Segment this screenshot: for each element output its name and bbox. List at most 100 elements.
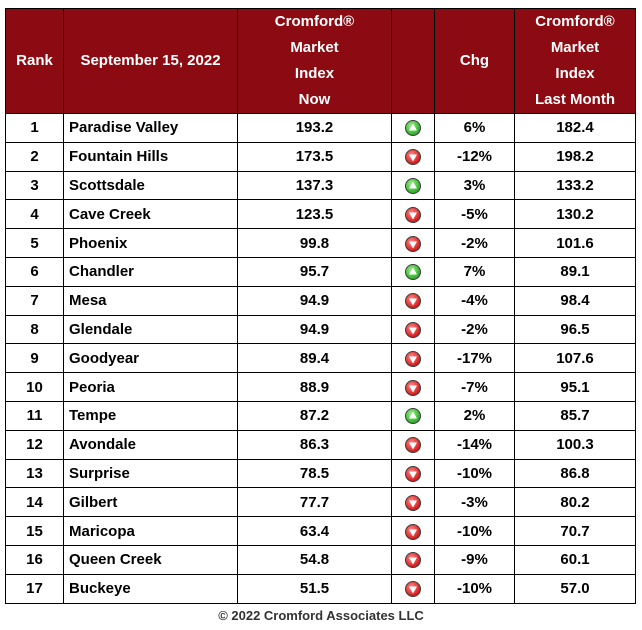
index-last-month-cell: 101.6 bbox=[514, 228, 636, 258]
rank-cell: 1 bbox=[5, 113, 64, 143]
trend-cell bbox=[391, 400, 435, 431]
table-row: 4 Cave Creek 123.5 -5% 130.2 bbox=[5, 199, 636, 230]
copyright-footer: © 2022 Cromford Associates LLC bbox=[218, 608, 424, 623]
chg-cell: -17% bbox=[434, 343, 515, 374]
table-row: 7 Mesa 94.9 -4% 98.4 bbox=[5, 285, 636, 316]
chg-cell: -7% bbox=[434, 372, 515, 402]
index-last-month-cell: 80.2 bbox=[514, 487, 636, 518]
city-name-cell: Buckeye bbox=[63, 573, 238, 604]
rank-cell: 6 bbox=[5, 256, 64, 287]
table-row: 5 Phoenix 99.8 -2% 101.6 bbox=[5, 228, 636, 258]
chg-cell: -4% bbox=[434, 285, 515, 316]
chg-cell: -14% bbox=[434, 429, 515, 460]
index-last-month-cell: 85.7 bbox=[514, 400, 636, 431]
chg-cell: -3% bbox=[434, 487, 515, 518]
trend-cell bbox=[391, 141, 435, 172]
chg-cell: -10% bbox=[434, 516, 515, 546]
table-row: 2 Fountain Hills 173.5 -12% 198.2 bbox=[5, 141, 636, 172]
table-row: 6 Chandler 95.7 7% 89.1 bbox=[5, 256, 636, 287]
trend-cell bbox=[391, 314, 435, 345]
red-down-arrow-icon bbox=[405, 552, 421, 569]
index-now-cell: 88.9 bbox=[237, 372, 392, 402]
index-last-month-cell: 86.8 bbox=[514, 458, 636, 489]
index-now-cell: 173.5 bbox=[237, 141, 392, 172]
trend-cell bbox=[391, 228, 435, 258]
table-row: 8 Glendale 94.9 -2% 96.5 bbox=[5, 314, 636, 345]
city-name-cell: Paradise Valley bbox=[63, 113, 238, 143]
table-row: 16 Queen Creek 54.8 -9% 60.1 bbox=[5, 544, 636, 575]
city-name-cell: Glendale bbox=[63, 314, 238, 345]
header-row: Rank September 15, 2022 Cromford® Market… bbox=[5, 8, 636, 114]
index-now-cell: 193.2 bbox=[237, 113, 392, 143]
rank-cell: 5 bbox=[5, 228, 64, 258]
index-last-month-cell: 60.1 bbox=[514, 544, 636, 575]
city-name-cell: Phoenix bbox=[63, 228, 238, 258]
city-name-cell: Maricopa bbox=[63, 516, 238, 546]
red-down-arrow-icon bbox=[405, 350, 421, 367]
table-row: 13 Surprise 78.5 -10% 86.8 bbox=[5, 458, 636, 489]
trend-cell bbox=[391, 256, 435, 287]
index-last-month-cell: 107.6 bbox=[514, 343, 636, 374]
rank-cell: 11 bbox=[5, 400, 64, 431]
red-down-arrow-icon bbox=[405, 494, 421, 511]
rank-cell: 13 bbox=[5, 458, 64, 489]
trend-cell bbox=[391, 113, 435, 143]
header-now-line-2: Market bbox=[290, 39, 339, 56]
index-last-month-cell: 70.7 bbox=[514, 516, 636, 546]
index-now-cell: 78.5 bbox=[237, 458, 392, 489]
city-name-cell: Peoria bbox=[63, 372, 238, 402]
index-now-cell: 77.7 bbox=[237, 487, 392, 518]
rank-cell: 7 bbox=[5, 285, 64, 316]
chg-cell: -2% bbox=[434, 314, 515, 345]
index-now-cell: 94.9 bbox=[237, 314, 392, 345]
trend-cell bbox=[391, 458, 435, 489]
header-last-line-3: Index bbox=[555, 65, 595, 82]
market-index-table: Rank September 15, 2022 Cromford® Market… bbox=[5, 8, 636, 604]
chg-cell: -5% bbox=[434, 199, 515, 230]
trend-cell bbox=[391, 199, 435, 230]
index-last-month-cell: 133.2 bbox=[514, 170, 636, 201]
index-now-cell: 99.8 bbox=[237, 228, 392, 258]
header-last-line-4: Last Month bbox=[535, 91, 615, 108]
green-up-arrow-icon bbox=[405, 264, 421, 281]
header-now-line-1: Cromford® bbox=[274, 13, 355, 30]
index-now-cell: 87.2 bbox=[237, 400, 392, 431]
header-trend bbox=[391, 8, 435, 114]
table-row: 3 Scottsdale 137.3 3% 133.2 bbox=[5, 170, 636, 201]
index-last-month-cell: 98.4 bbox=[514, 285, 636, 316]
trend-cell bbox=[391, 487, 435, 518]
header-chg: Chg bbox=[434, 8, 515, 114]
chg-cell: -10% bbox=[434, 458, 515, 489]
index-now-cell: 95.7 bbox=[237, 256, 392, 287]
index-now-cell: 89.4 bbox=[237, 343, 392, 374]
index-last-month-cell: 95.1 bbox=[514, 372, 636, 402]
index-last-month-cell: 182.4 bbox=[514, 113, 636, 143]
red-down-arrow-icon bbox=[405, 235, 421, 252]
table-row: 14 Gilbert 77.7 -3% 80.2 bbox=[5, 487, 636, 518]
index-last-month-cell: 57.0 bbox=[514, 573, 636, 604]
city-name-cell: Scottsdale bbox=[63, 170, 238, 201]
chg-cell: -2% bbox=[434, 228, 515, 258]
city-name-cell: Chandler bbox=[63, 256, 238, 287]
chg-cell: 6% bbox=[434, 113, 515, 143]
table-row: 11 Tempe 87.2 2% 85.7 bbox=[5, 400, 636, 431]
table-row: 15 Maricopa 63.4 -10% 70.7 bbox=[5, 516, 636, 546]
header-now-line-3: Index bbox=[294, 65, 335, 82]
header-index-now: Cromford® Market Index Now bbox=[237, 8, 392, 114]
header-last-line-2: Market bbox=[550, 39, 600, 56]
green-up-arrow-icon bbox=[405, 120, 421, 137]
trend-cell bbox=[391, 429, 435, 460]
table-body: 1 Paradise Valley 193.2 6% 182.4 2 Fountain Hi… bbox=[5, 113, 636, 604]
chg-cell: 7% bbox=[434, 256, 515, 287]
red-down-arrow-icon bbox=[405, 465, 421, 482]
trend-cell bbox=[391, 170, 435, 201]
city-name-cell: Goodyear bbox=[63, 343, 238, 374]
chg-cell: -10% bbox=[434, 573, 515, 604]
trend-cell bbox=[391, 516, 435, 546]
index-now-cell: 94.9 bbox=[237, 285, 392, 316]
rank-cell: 17 bbox=[5, 573, 64, 604]
index-last-month-cell: 130.2 bbox=[514, 199, 636, 230]
header-last-line-1: Cromford® bbox=[535, 13, 615, 30]
trend-cell bbox=[391, 573, 435, 604]
index-last-month-cell: 96.5 bbox=[514, 314, 636, 345]
